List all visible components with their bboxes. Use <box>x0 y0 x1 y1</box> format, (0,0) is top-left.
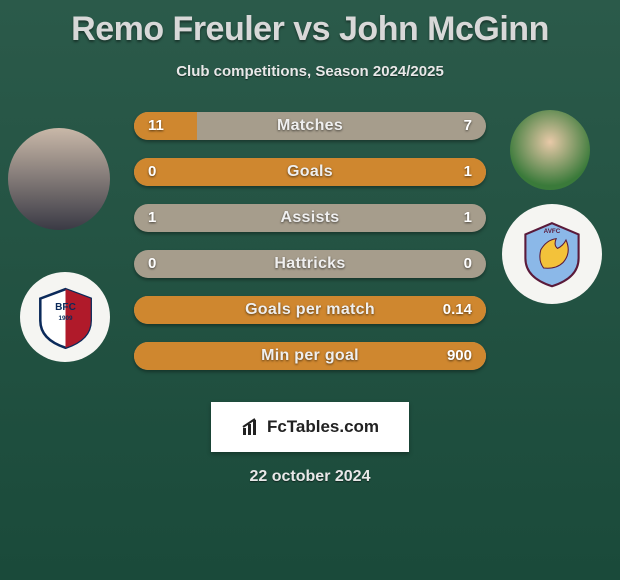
stat-label: Goals per match <box>134 296 486 324</box>
stat-row: Goals0 1 <box>134 158 486 186</box>
comparison-card: Remo Freuler vs John McGinn Club competi… <box>0 0 620 580</box>
player-left-avatar <box>8 128 110 230</box>
stat-row: Matches11 7 <box>134 112 486 140</box>
player-right-avatar <box>510 110 590 190</box>
fctables-logo-icon <box>241 417 261 437</box>
stat-label: Assists <box>134 204 486 232</box>
stat-label: Hattricks <box>134 250 486 278</box>
svg-text:BFC: BFC <box>55 301 76 312</box>
club-right-crest: AVFC <box>502 204 602 304</box>
stat-value-left: 0 <box>148 158 156 186</box>
club-left-crest: BFC 1909 <box>20 272 110 362</box>
stat-value-right: 1 <box>464 204 472 232</box>
page-title: Remo Freuler vs John McGinn <box>0 10 620 49</box>
stat-value-right: 0 <box>464 250 472 278</box>
stat-label: Goals <box>134 158 486 186</box>
svg-text:1909: 1909 <box>58 315 73 322</box>
aston-villa-crest-icon: AVFC <box>517 219 587 289</box>
stat-value-left: 1 <box>148 204 156 232</box>
branding-badge: FcTables.com <box>211 402 409 452</box>
date-text: 22 october 2024 <box>0 468 620 486</box>
stat-value-right: 0.14 <box>443 296 472 324</box>
stat-bars: Matches117Goals01Assists11Hattricks00Goa… <box>134 112 486 388</box>
stat-value-right: 7 <box>464 112 472 140</box>
stat-value-right: 900 <box>447 342 472 370</box>
stat-value-left: 11 <box>148 112 164 140</box>
stat-value-left: 0 <box>148 250 156 278</box>
stat-row: Min per goal900 <box>134 342 486 370</box>
bologna-crest-icon: BFC 1909 <box>34 286 97 349</box>
stat-row: Assists1 1 <box>134 204 486 232</box>
stat-label: Matches <box>134 112 486 140</box>
stat-label: Min per goal <box>134 342 486 370</box>
stat-value-right: 1 <box>464 158 472 186</box>
comparison-main: BFC 1909 AVFC Matches117Goals01Assists11… <box>0 112 620 392</box>
subtitle: Club competitions, Season 2024/2025 <box>0 63 620 80</box>
branding-text: FcTables.com <box>267 417 379 437</box>
svg-text:AVFC: AVFC <box>544 228 561 235</box>
stat-row: Goals per match0.14 <box>134 296 486 324</box>
stat-row: Hattricks0 0 <box>134 250 486 278</box>
